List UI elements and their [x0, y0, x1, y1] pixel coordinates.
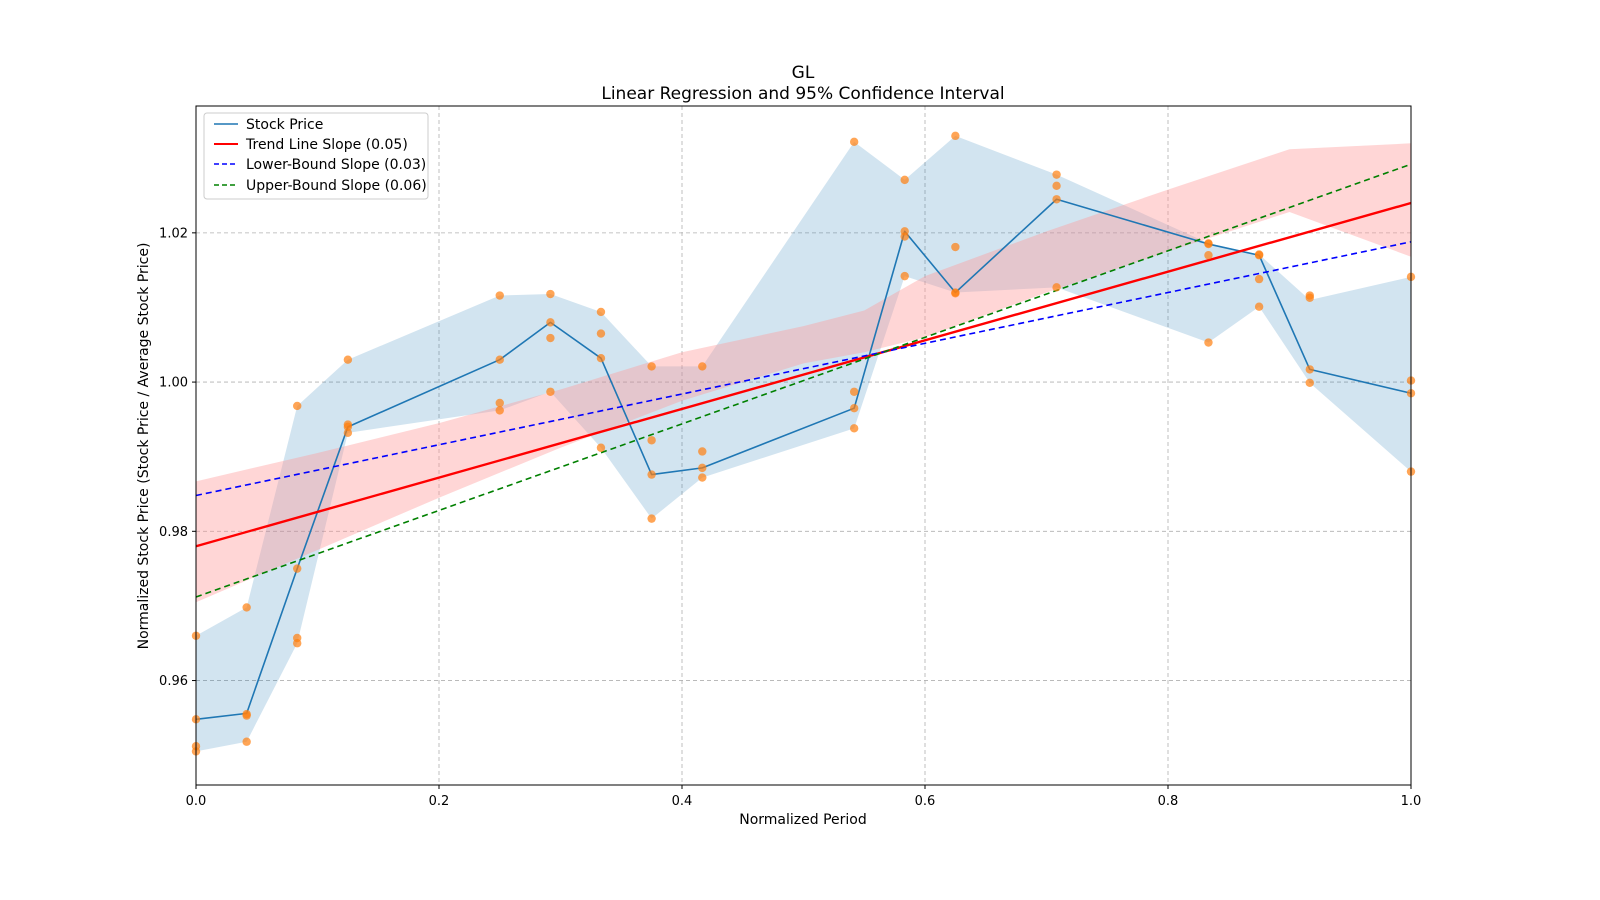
scatter-point	[343, 428, 353, 438]
scatter-point	[242, 711, 251, 720]
scatter-point	[1052, 195, 1061, 204]
scatter-point	[546, 387, 555, 396]
scatter-point	[495, 291, 504, 300]
scatter-point	[242, 603, 251, 612]
scatter-point	[1052, 283, 1061, 292]
scatter-point	[1305, 365, 1314, 374]
scatter-point	[1204, 338, 1213, 347]
series-line-lower-bound-slope-0-03	[195, 241, 1412, 497]
x-tick-label: 0.4	[672, 794, 693, 809]
scatter-point	[546, 333, 555, 343]
scatter-point	[849, 424, 859, 433]
scatter-point	[546, 289, 555, 299]
scatter-point	[1204, 251, 1213, 260]
x-axis-label: Normalized Period	[739, 812, 867, 828]
scatter-point	[951, 131, 960, 141]
scatter-point	[343, 422, 353, 432]
scatter-point	[647, 514, 656, 523]
scatter-point	[1254, 274, 1264, 284]
y-tick-label: 0.96	[159, 674, 188, 689]
series-line-upper-bound-slope-0-06	[195, 163, 1412, 598]
scatter-point	[495, 406, 504, 415]
scatter-point	[900, 271, 909, 281]
scatter-points	[191, 131, 1416, 756]
scatter-point	[698, 463, 707, 473]
scatter-point	[698, 473, 707, 482]
scatter-point	[293, 564, 302, 573]
legend-label-trend-line: Trend Line Slope (0.05)	[245, 137, 408, 153]
legend-box	[203, 112, 429, 200]
y-tick-label: 0.98	[159, 525, 188, 540]
legend: Stock Price Trend Line Slope (0.05) Lowe…	[203, 112, 429, 200]
x-tick-label: 0.6	[915, 794, 936, 809]
scatter-point	[951, 242, 960, 252]
scatter-point	[647, 362, 656, 371]
scatter-point	[495, 355, 504, 364]
legend-label-upper-bound: Upper-Bound Slope (0.06)	[246, 178, 427, 194]
scatter-point	[951, 289, 960, 298]
scatter-point	[293, 401, 302, 411]
scatter-point	[495, 398, 504, 408]
confidence-interval-area	[196, 143, 1411, 603]
confidence-interval	[196, 143, 1411, 603]
series-line-trend-line-slope-0-05	[195, 201, 1412, 548]
scatter-point	[1052, 181, 1061, 191]
legend-label-lower-bound: Lower-Bound Slope (0.03)	[246, 157, 426, 173]
scatter-point	[546, 318, 555, 327]
x-tick-label: 0.0	[186, 794, 207, 809]
scatter-point	[596, 354, 606, 363]
x-tick-label: 0.8	[1158, 794, 1179, 809]
scatter-point	[293, 639, 302, 648]
scatter-point	[1254, 302, 1264, 311]
chart-subtitle: Linear Regression and 95% Confidence Int…	[601, 84, 1004, 104]
scatter-point	[647, 470, 656, 479]
scatter-point	[596, 307, 606, 317]
scatter-point	[849, 403, 859, 413]
x-tick-label: 0.2	[429, 794, 450, 809]
axis-ticks: 0.0 0.2 0.4 0.6 0.8 1.0 0.96 0.98 1.00 1.02	[159, 226, 1421, 809]
scatter-point	[1305, 293, 1314, 302]
legend-label-stock-price: Stock Price	[246, 117, 323, 133]
scatter-point	[698, 447, 707, 456]
y-tick-label: 1.02	[159, 226, 188, 241]
scatter-point	[1052, 170, 1061, 179]
chart-title: GL	[792, 63, 815, 83]
scatter-point	[698, 362, 707, 371]
scatter-point	[849, 387, 859, 396]
scatter-point	[242, 737, 251, 746]
scatter-point	[1204, 239, 1213, 249]
plot-frame	[195, 105, 1412, 786]
scatter-point	[343, 355, 353, 364]
scatter-point	[900, 175, 909, 185]
scatter-point	[900, 232, 909, 241]
scatter-point	[849, 137, 859, 147]
scatter-point	[647, 436, 656, 445]
y-axis-label: Normalized Stock Price (Stock Price / Av…	[136, 243, 152, 650]
scatter-point	[1305, 378, 1314, 388]
y-tick-label: 1.00	[159, 376, 188, 391]
scatter-point	[596, 443, 606, 452]
x-tick-label: 1.0	[1401, 794, 1422, 809]
scatter-point	[1254, 251, 1264, 260]
scatter-point	[596, 329, 606, 338]
